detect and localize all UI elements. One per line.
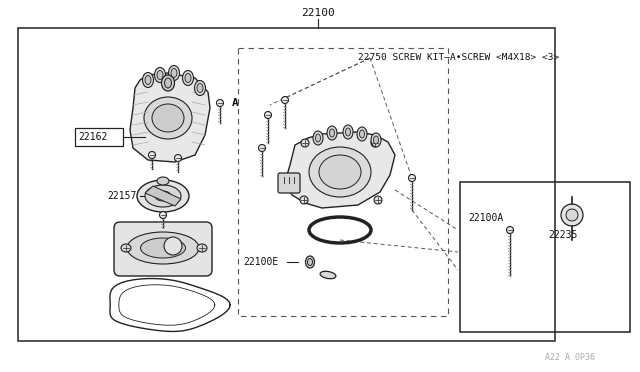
Circle shape bbox=[301, 139, 309, 147]
Ellipse shape bbox=[152, 104, 184, 132]
Ellipse shape bbox=[185, 74, 191, 83]
Bar bbox=[75, 128, 123, 146]
Ellipse shape bbox=[141, 238, 186, 258]
Circle shape bbox=[408, 174, 415, 182]
Ellipse shape bbox=[164, 78, 172, 88]
Ellipse shape bbox=[171, 68, 177, 77]
Ellipse shape bbox=[154, 67, 166, 83]
Ellipse shape bbox=[127, 232, 199, 264]
Text: A: A bbox=[232, 98, 239, 108]
Circle shape bbox=[282, 96, 289, 103]
Ellipse shape bbox=[371, 133, 381, 147]
Ellipse shape bbox=[155, 191, 171, 201]
Ellipse shape bbox=[143, 73, 154, 87]
Ellipse shape bbox=[157, 71, 163, 80]
Ellipse shape bbox=[346, 128, 351, 136]
Ellipse shape bbox=[357, 127, 367, 141]
Circle shape bbox=[148, 151, 156, 158]
Ellipse shape bbox=[374, 136, 378, 144]
Circle shape bbox=[259, 144, 266, 151]
Ellipse shape bbox=[327, 126, 337, 140]
Ellipse shape bbox=[330, 129, 335, 137]
Text: 22100E: 22100E bbox=[243, 257, 278, 267]
Circle shape bbox=[216, 99, 223, 106]
Ellipse shape bbox=[360, 130, 365, 138]
Ellipse shape bbox=[313, 131, 323, 145]
Circle shape bbox=[264, 112, 271, 119]
Polygon shape bbox=[285, 132, 395, 208]
Text: 22162: 22162 bbox=[78, 132, 108, 142]
Text: 22100A: 22100A bbox=[468, 213, 503, 223]
Polygon shape bbox=[145, 186, 181, 206]
Ellipse shape bbox=[316, 134, 321, 142]
Ellipse shape bbox=[343, 125, 353, 139]
Ellipse shape bbox=[197, 244, 207, 252]
Circle shape bbox=[175, 154, 182, 161]
Circle shape bbox=[566, 209, 578, 221]
Circle shape bbox=[561, 204, 583, 226]
Text: 22100: 22100 bbox=[301, 8, 335, 18]
Circle shape bbox=[371, 139, 379, 147]
Ellipse shape bbox=[307, 259, 312, 266]
Circle shape bbox=[506, 227, 513, 234]
Ellipse shape bbox=[182, 71, 193, 86]
Text: 22750 SCREW KIT—A•SCREW <M4X18> <3>: 22750 SCREW KIT—A•SCREW <M4X18> <3> bbox=[358, 54, 559, 62]
Ellipse shape bbox=[145, 185, 181, 207]
Bar bbox=[18, 28, 555, 341]
Ellipse shape bbox=[121, 244, 131, 252]
Ellipse shape bbox=[305, 256, 314, 268]
Ellipse shape bbox=[145, 76, 151, 84]
Ellipse shape bbox=[137, 180, 189, 212]
FancyBboxPatch shape bbox=[114, 222, 212, 276]
Ellipse shape bbox=[319, 155, 361, 189]
Text: 22157: 22157 bbox=[107, 191, 136, 201]
Circle shape bbox=[300, 196, 308, 204]
Ellipse shape bbox=[168, 65, 179, 80]
Polygon shape bbox=[130, 73, 210, 162]
Text: 22235: 22235 bbox=[548, 230, 577, 240]
Ellipse shape bbox=[161, 75, 175, 91]
Bar bbox=[460, 182, 630, 332]
Circle shape bbox=[374, 196, 382, 204]
Bar bbox=[238, 48, 448, 316]
Ellipse shape bbox=[320, 271, 336, 279]
FancyBboxPatch shape bbox=[278, 173, 300, 193]
Circle shape bbox=[159, 212, 166, 218]
Ellipse shape bbox=[157, 177, 169, 185]
Text: A22 A 0P36: A22 A 0P36 bbox=[545, 353, 595, 362]
Ellipse shape bbox=[197, 83, 203, 93]
Ellipse shape bbox=[144, 97, 192, 139]
Circle shape bbox=[164, 237, 182, 255]
Ellipse shape bbox=[195, 80, 205, 96]
Ellipse shape bbox=[309, 147, 371, 197]
